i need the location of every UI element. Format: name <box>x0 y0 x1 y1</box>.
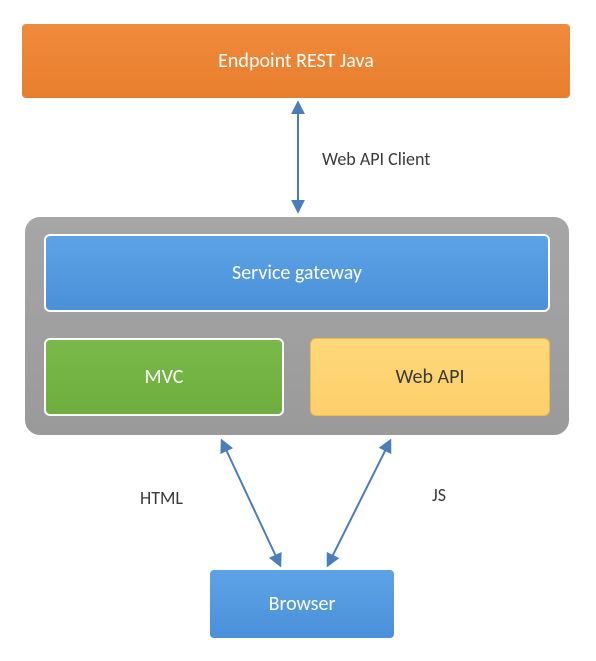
node-mvc-label: MVC <box>145 365 184 389</box>
node-endpoint-label: Endpoint REST Java <box>218 49 374 73</box>
node-mvc: MVC <box>44 338 284 416</box>
node-webapi: Web API <box>310 338 550 416</box>
diagram-canvas: Endpoint REST Java Service gateway MVC W… <box>0 0 596 661</box>
edge-label-js: JS <box>432 484 446 506</box>
edge-container-browser-right <box>328 441 390 565</box>
node-webapi-label: Web API <box>396 365 465 389</box>
node-gateway-label: Service gateway <box>232 261 362 285</box>
edge-label-html: HTML <box>140 487 183 509</box>
edge-label-webapiclient: Web API Client <box>322 148 430 170</box>
node-gateway: Service gateway <box>44 234 550 312</box>
node-browser-label: Browser <box>269 592 336 616</box>
node-browser: Browser <box>208 568 396 640</box>
node-endpoint: Endpoint REST Java <box>20 22 572 100</box>
edge-container-browser-left <box>222 441 280 565</box>
